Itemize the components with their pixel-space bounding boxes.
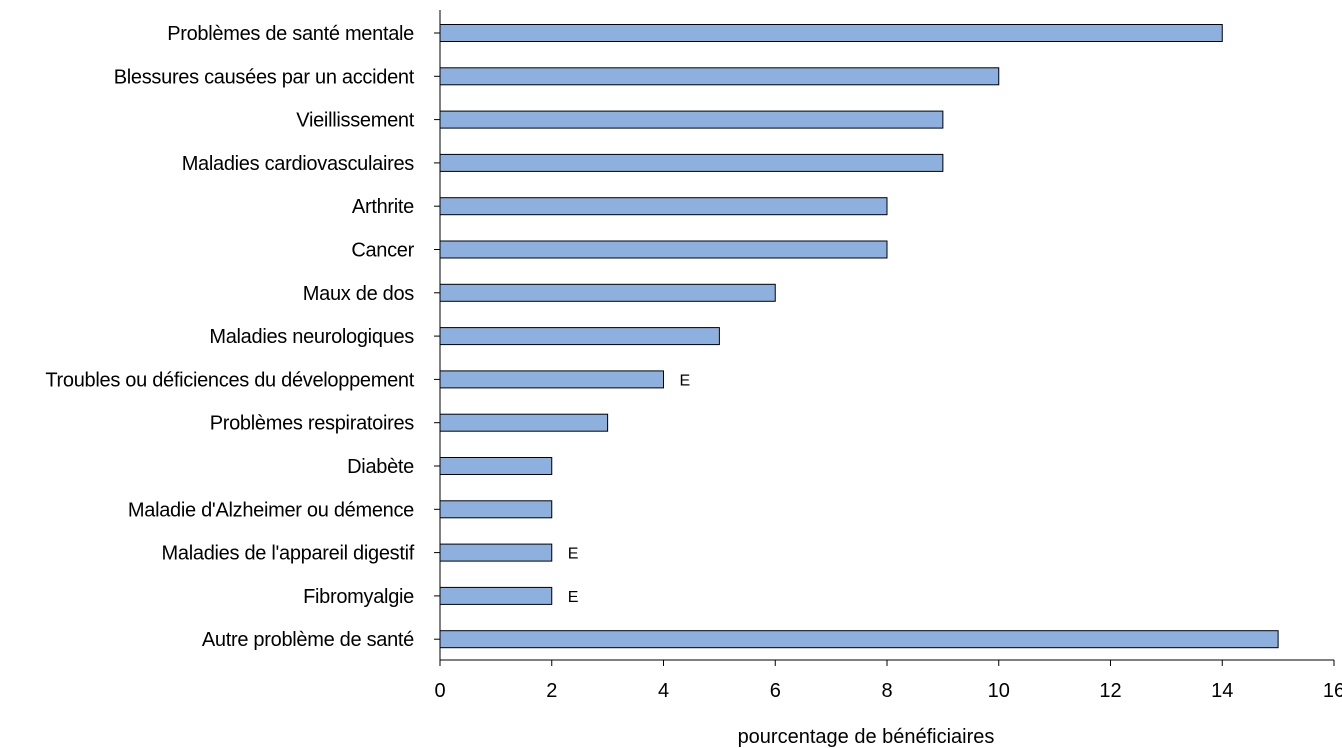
bars-group: E E E [439,24,1279,649]
bar [439,586,553,605]
category-label: Maux de dos [303,283,415,305]
bar [439,327,720,346]
x-tick-label: 0 [434,680,445,702]
category-label: Maladies de l'appareil digestif [162,543,415,565]
category-label: Troubles ou déficiences du développement [45,369,414,391]
category-label: Arthrite [352,196,414,218]
bar [439,370,664,389]
bar [439,413,609,432]
x-tick-label: 2 [546,680,557,702]
estimate-flag: E [568,546,579,563]
category-label: Problèmes respiratoires [210,413,415,435]
x-tick-label: 8 [881,680,892,702]
x-tick-label: 4 [658,680,669,702]
x-tick-label: 14 [1211,680,1233,702]
category-label: Maladie d'Alzheimer ou démence [128,499,414,521]
x-tick-label: 6 [770,680,781,702]
bar [439,543,553,562]
x-tick-label: 12 [1099,680,1121,702]
x-axis-title: pourcentage de bénéficiaires [738,726,995,748]
bar [439,240,888,259]
x-ticks-group: 0 2 4 6 8 10 12 14 16 [434,660,1342,702]
category-label: Maladies cardiovasculaires [182,153,415,175]
x-tick-label: 16 [1323,680,1342,702]
bar [439,630,1279,649]
category-label: Maladies neurologiques [209,326,414,348]
category-label: Diabète [347,456,414,478]
bar [439,24,1223,42]
bar [439,197,888,216]
bar [439,67,1000,86]
x-tick-label: 10 [988,680,1010,702]
category-labels-group: Problèmes de santé mentale Blessures caus… [45,23,440,651]
category-label: Autre problème de santé [202,629,414,651]
bar [439,457,553,475]
category-label: Blessures causées par un accident [114,66,415,88]
estimate-flag: E [568,589,579,606]
bar [439,110,944,129]
category-label: Fibromyalgie [303,586,414,608]
category-label: Vieillissement [296,110,414,132]
bar [439,283,776,302]
bar [439,153,944,172]
category-label: Problèmes de santé mentale [167,23,414,45]
estimate-flag: E [680,372,691,389]
bar [439,500,553,519]
category-label: Cancer [351,240,414,262]
